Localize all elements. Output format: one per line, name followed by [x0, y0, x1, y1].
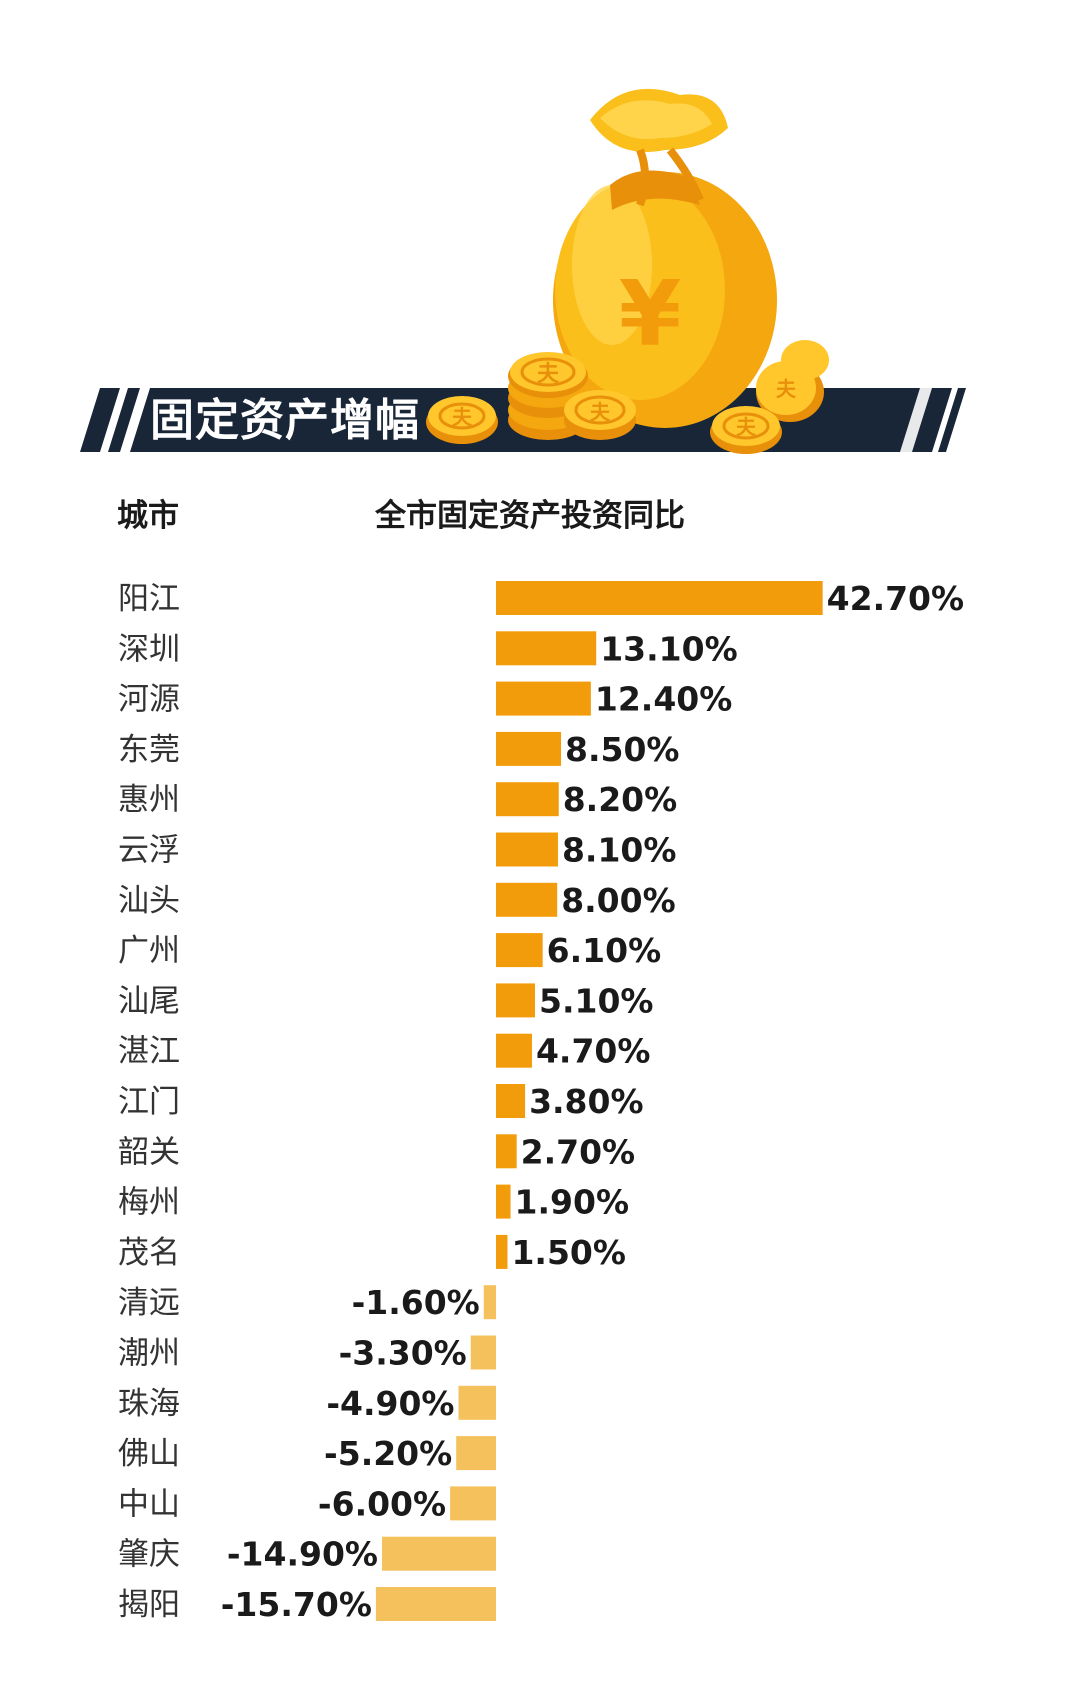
bar	[456, 1436, 496, 1471]
coin-banner-icon	[426, 396, 498, 444]
category-label: 广州	[118, 933, 180, 969]
data-label: -6.00%	[318, 1484, 446, 1523]
category-label: 梅州	[118, 1185, 180, 1221]
column-header-city: 城市	[117, 498, 179, 534]
category-label: 清远	[118, 1285, 180, 1321]
coin-symbol: 夫	[452, 405, 473, 429]
bar	[496, 1134, 517, 1169]
bar	[458, 1385, 496, 1420]
category-label: 中山	[118, 1486, 180, 1522]
coin-right-icon	[710, 340, 829, 454]
money-bag-illustration: ¥ 夫	[80, 88, 966, 454]
data-label: 6.10%	[547, 931, 662, 970]
data-label: 4.70%	[536, 1032, 651, 1071]
column-header-value: 全市固定资产投资同比	[375, 498, 685, 534]
category-label: 湛江	[118, 1034, 180, 1070]
bar	[496, 1184, 511, 1219]
coin-symbol: 夫	[537, 362, 560, 387]
bar	[496, 782, 559, 817]
bar	[496, 681, 591, 716]
bar	[496, 1084, 526, 1118]
data-label: -1.60%	[352, 1283, 480, 1322]
data-label: -14.90%	[227, 1535, 378, 1574]
coin-mid-icon	[564, 390, 636, 440]
data-label: 12.40%	[595, 680, 732, 719]
bar	[375, 1587, 496, 1621]
bar	[496, 933, 543, 968]
bar	[496, 1234, 508, 1269]
coin-symbol: 夫	[776, 377, 797, 401]
data-label: 8.50%	[565, 730, 680, 769]
money-bag-icon: ¥	[553, 88, 777, 428]
category-label: 肇庆	[118, 1537, 180, 1573]
category-label: 阳江	[118, 581, 180, 617]
page-title: 固定资产增幅	[150, 395, 420, 446]
data-label: 42.70%	[827, 579, 964, 618]
data-label: 5.10%	[539, 981, 654, 1020]
category-label: 河源	[118, 682, 180, 718]
bar	[470, 1335, 496, 1370]
data-label: -5.20%	[324, 1434, 452, 1473]
category-label: 潮州	[118, 1336, 180, 1372]
category-label: 东莞	[118, 732, 180, 768]
data-label: -4.90%	[326, 1384, 454, 1423]
category-label: 揭阳	[118, 1587, 180, 1623]
data-label: 8.20%	[563, 780, 678, 819]
data-label: 1.50%	[511, 1233, 625, 1272]
coin-symbol: 夫	[590, 400, 611, 424]
data-label: 13.10%	[600, 629, 737, 668]
category-label: 佛山	[118, 1436, 180, 1472]
category-label: 云浮	[118, 833, 180, 869]
bar	[496, 731, 562, 766]
data-label: 8.10%	[562, 831, 677, 870]
coin-symbol: 夫	[736, 415, 757, 439]
data-label: 3.80%	[529, 1082, 644, 1121]
bar	[496, 882, 558, 917]
category-label: 韶关	[118, 1134, 180, 1170]
category-label: 汕头	[118, 883, 180, 919]
bar	[496, 832, 558, 867]
bar	[483, 1285, 496, 1320]
category-label: 珠海	[118, 1386, 180, 1422]
category-label: 江门	[118, 1084, 180, 1120]
bar	[496, 983, 536, 1018]
data-label: -15.70%	[221, 1585, 372, 1624]
category-label: 深圳	[118, 631, 180, 667]
bar	[382, 1536, 496, 1571]
data-label: -3.30%	[339, 1334, 467, 1373]
bar	[496, 581, 823, 615]
data-label: 2.70%	[521, 1132, 636, 1171]
data-label: 8.00%	[561, 881, 676, 920]
bar	[496, 631, 597, 666]
data-label: 1.90%	[515, 1183, 630, 1222]
bar	[450, 1486, 496, 1521]
yen-symbol: ¥	[619, 262, 682, 367]
category-label: 茂名	[118, 1235, 180, 1271]
bar	[496, 1033, 532, 1068]
category-label: 惠州	[118, 782, 180, 818]
category-label: 汕尾	[118, 983, 180, 1019]
